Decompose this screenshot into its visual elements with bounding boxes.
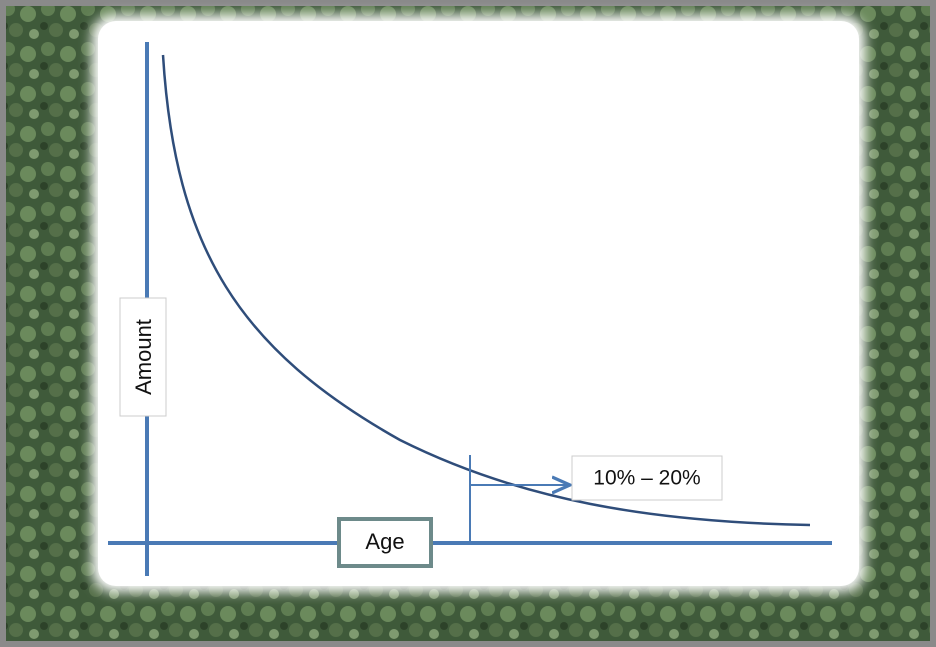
y-axis-label: Amount: [131, 319, 156, 395]
page: 10% – 20% Amount Age (() => { const data…: [0, 0, 936, 647]
annotation: 10% – 20%: [593, 467, 700, 490]
x-axis-label: Age: [365, 529, 404, 554]
panel: [98, 21, 859, 586]
slide: 10% – 20% Amount Age: [0, 0, 936, 647]
